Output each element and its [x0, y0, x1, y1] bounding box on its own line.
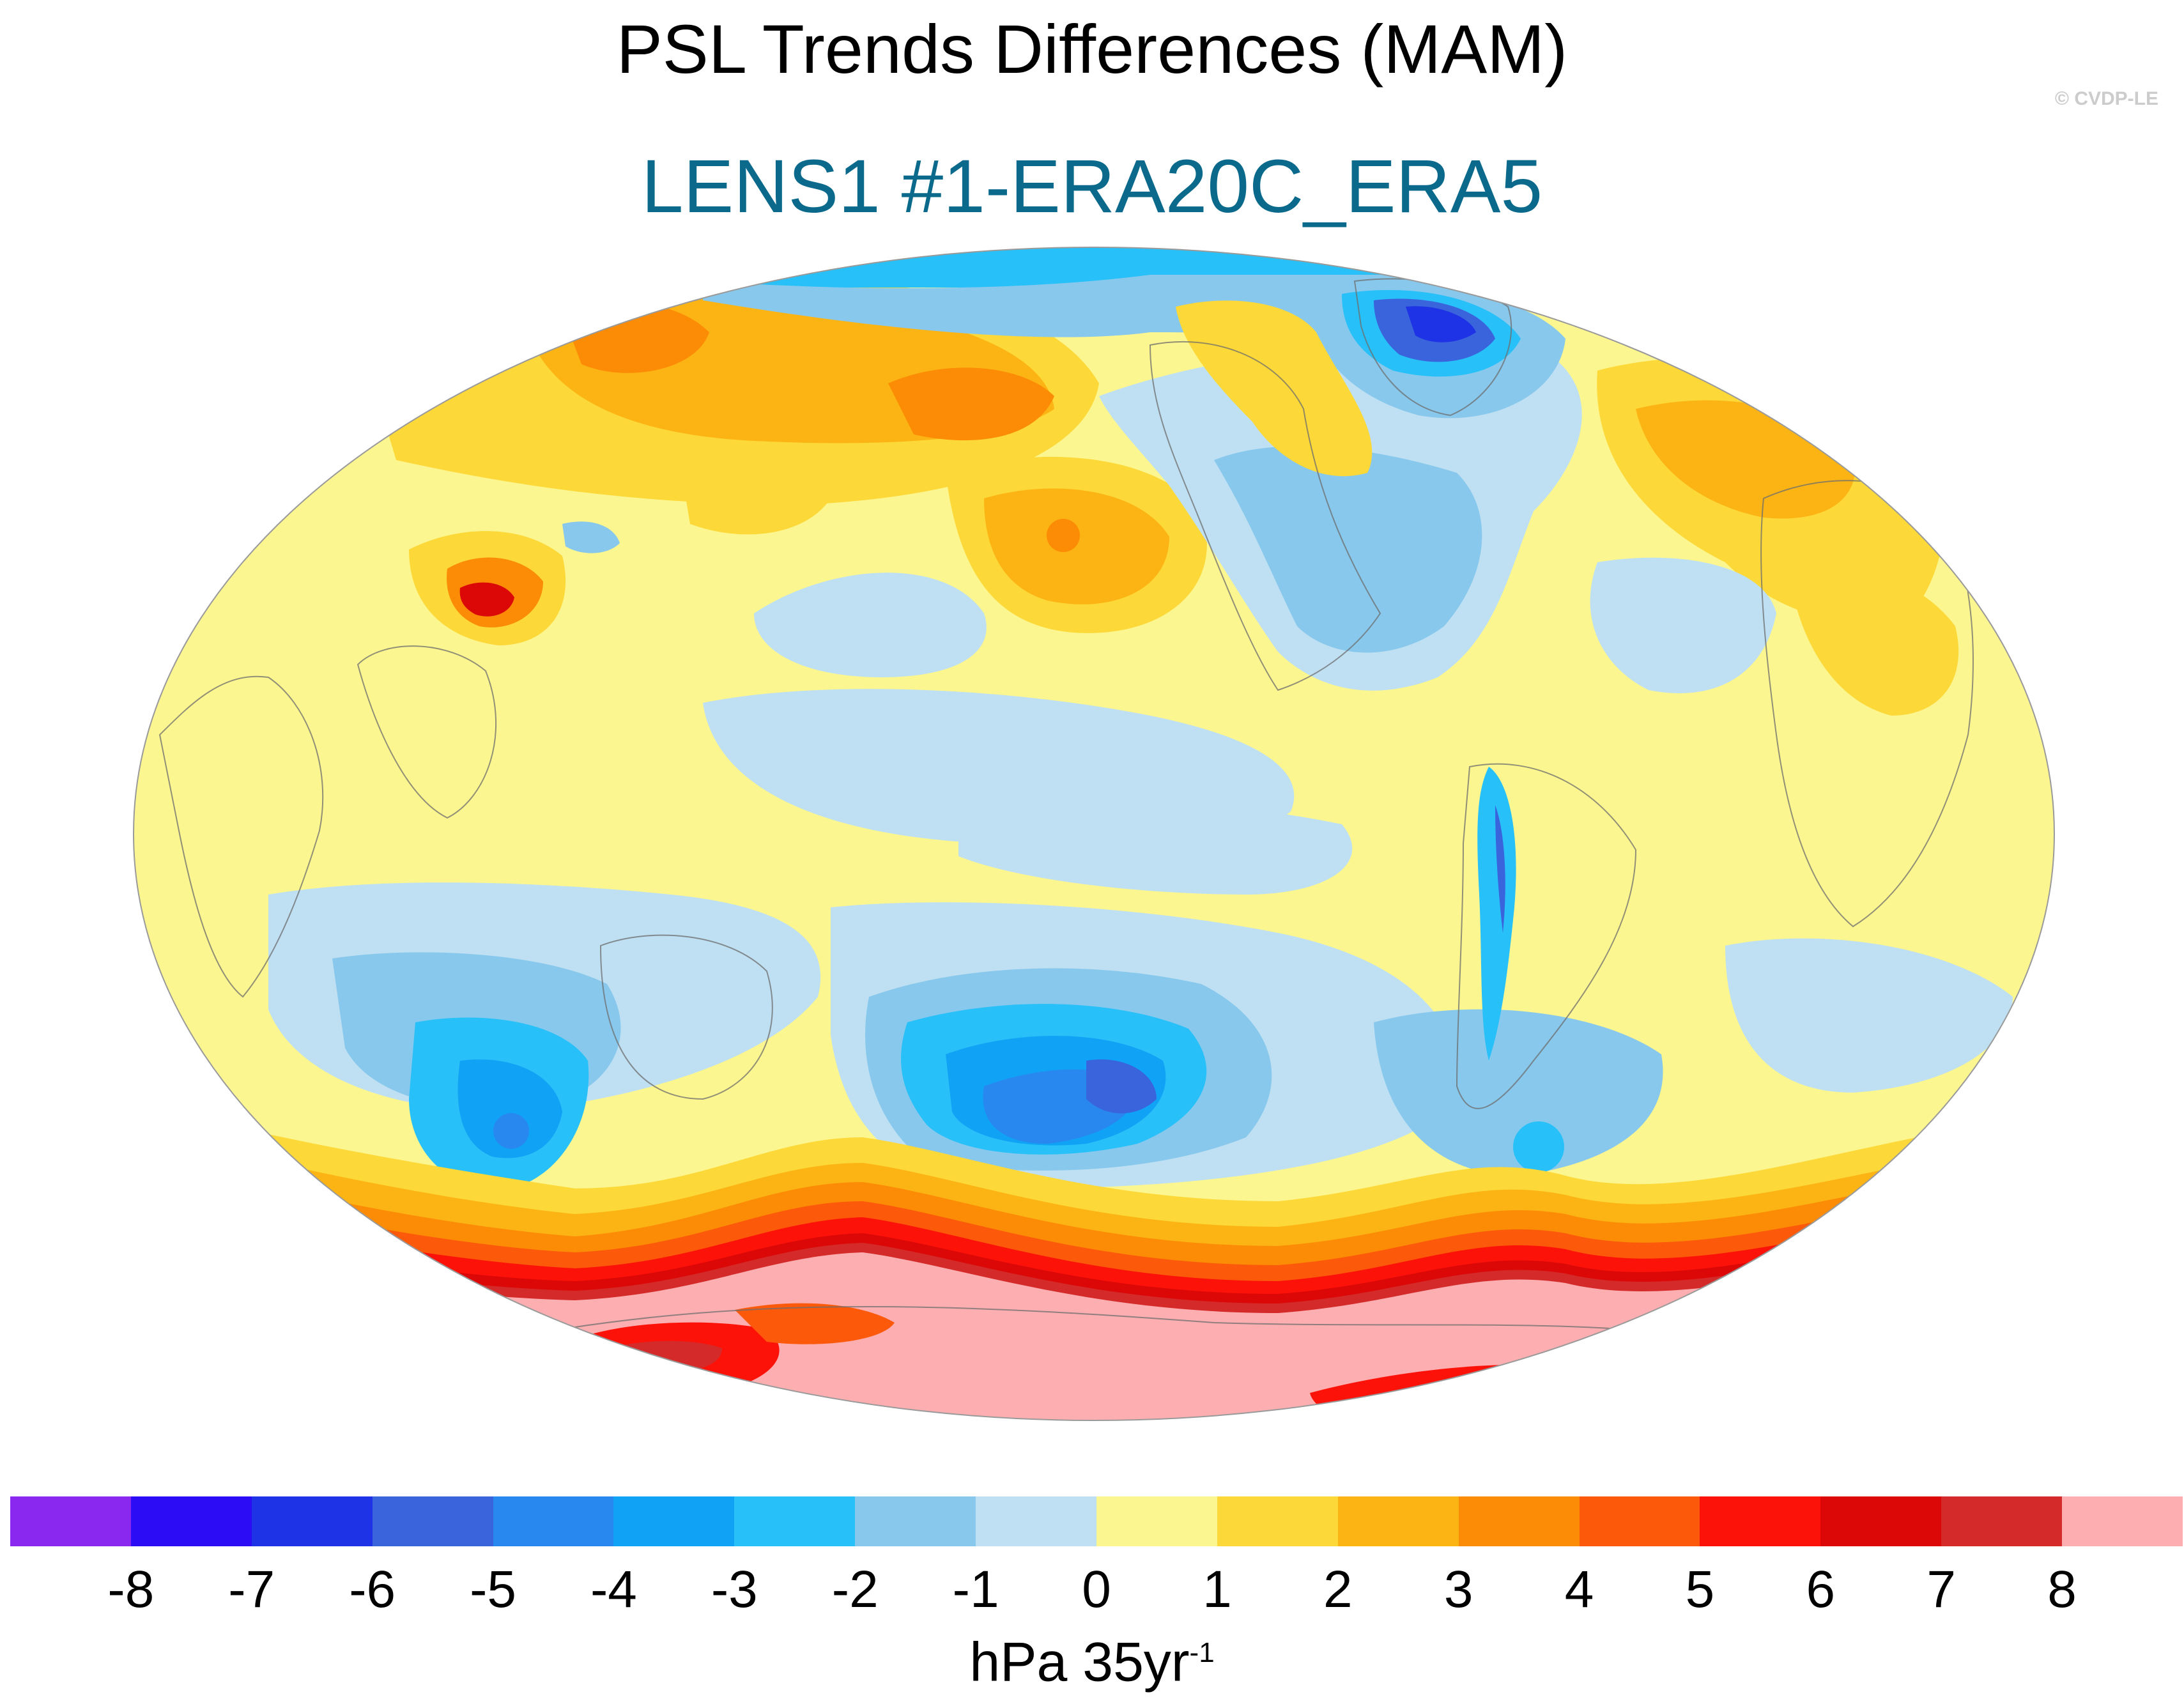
- colorbar-tick-label: 6: [1806, 1560, 1836, 1618]
- credit-text: © CVDP-LE: [2054, 88, 2158, 109]
- colorbar-ticks: -8 -7 -6 -5 -4 -3 -2 -1 0 1 2 3 4 5 6 7 8: [0, 1558, 2184, 1628]
- colorbar-tick-label: -6: [349, 1560, 396, 1618]
- africa-high: [1789, 570, 1959, 716]
- south-atlantic-low: [1374, 1009, 1663, 1176]
- colorbar-segment: [2062, 1496, 2183, 1546]
- south-east-atlantic-low: [1725, 938, 2013, 1093]
- northeast-asia-high: [677, 446, 831, 535]
- world-map: [133, 247, 2055, 1421]
- colorbar-segment: [1700, 1496, 1821, 1546]
- colorbar-tick-label: 0: [1082, 1560, 1111, 1618]
- south-indian-low-center: [493, 1113, 529, 1149]
- greenland-low-peak: [1406, 306, 1476, 342]
- colorbar-segment: [1217, 1496, 1338, 1546]
- colorbar-tick-label: -2: [831, 1560, 879, 1618]
- colorbar-tick-label: -4: [590, 1560, 637, 1618]
- antarctic-patch-6: [639, 1403, 799, 1420]
- south-indian-low-peak: [458, 1059, 562, 1158]
- colorbar-segment: [10, 1496, 131, 1546]
- north-atlantic-low: [1590, 557, 1776, 693]
- colorbar-segment: [734, 1496, 856, 1546]
- coastlines: [158, 278, 1974, 1342]
- chart-title: PSL Trends Differences (MAM): [616, 10, 1568, 88]
- colorbar: [10, 1496, 2183, 1546]
- alaska-high-core: [984, 488, 1169, 604]
- colorbar-tick-label: -1: [952, 1560, 999, 1618]
- north-pacific-low: [754, 573, 987, 677]
- colorbar-tick-label: -8: [107, 1560, 155, 1618]
- colorbar-tick-label: -7: [228, 1560, 275, 1618]
- antarctic-patch-5: [1470, 1364, 1629, 1395]
- colorbar-segment: [855, 1496, 976, 1546]
- south-pacific-low-center: [1086, 1059, 1157, 1114]
- central-pacific-band: [958, 799, 1353, 895]
- colorbar-tick-label: -3: [711, 1560, 758, 1618]
- colorbar-segment: [976, 1496, 1097, 1546]
- bering-high-core: [888, 367, 1054, 441]
- andes-low: [1477, 767, 1516, 1061]
- colorbar-segment: [1337, 1496, 1459, 1546]
- alaska-high-peak: [1047, 519, 1080, 552]
- north-america-low-inner: [1214, 446, 1482, 653]
- colorbar-tick-label: 2: [1323, 1560, 1353, 1618]
- units-exponent: -1: [1189, 1637, 1215, 1668]
- colorbar-tick-label: -5: [470, 1560, 517, 1618]
- andes-low-core: [1495, 805, 1505, 933]
- colorbar-segment: [130, 1496, 252, 1546]
- colorbar-segment: [372, 1496, 493, 1546]
- colorbar-tick-label: 3: [1443, 1560, 1473, 1618]
- colorbar-segment: [493, 1496, 614, 1546]
- antarctic-patch-3: [735, 1303, 895, 1344]
- colorbar-segment: [1096, 1496, 1217, 1546]
- colorbar-tick-label: 7: [1926, 1560, 1957, 1618]
- units-main: hPa 35yr: [969, 1631, 1190, 1693]
- canadian-archipelago-high: [1176, 300, 1373, 477]
- colorbar-segment: [613, 1496, 735, 1546]
- tibet-high-peak: [459, 582, 514, 617]
- colorbar-segment: [1579, 1496, 1700, 1546]
- colorbar-segment: [1458, 1496, 1580, 1546]
- colorbar-units: hPa 35yr-1: [0, 1618, 2184, 1698]
- colorbar-tick-label: 8: [2047, 1560, 2077, 1618]
- colorbar-segment: [1941, 1496, 2063, 1546]
- colorbar-segment: [1820, 1496, 1942, 1546]
- tibet-low-patch: [562, 521, 620, 553]
- colorbar-segment: [251, 1496, 373, 1546]
- chart-subtitle: LENS1 #1-ERA20C_ERA5: [641, 144, 1543, 229]
- globe-outline: [133, 247, 2055, 1421]
- colorbar-tick-label: 5: [1685, 1560, 1715, 1618]
- colorbar-tick-label: 1: [1203, 1560, 1232, 1618]
- south-atlantic-low-core: [1513, 1121, 1564, 1172]
- colorbar-tick-label: 4: [1564, 1560, 1594, 1618]
